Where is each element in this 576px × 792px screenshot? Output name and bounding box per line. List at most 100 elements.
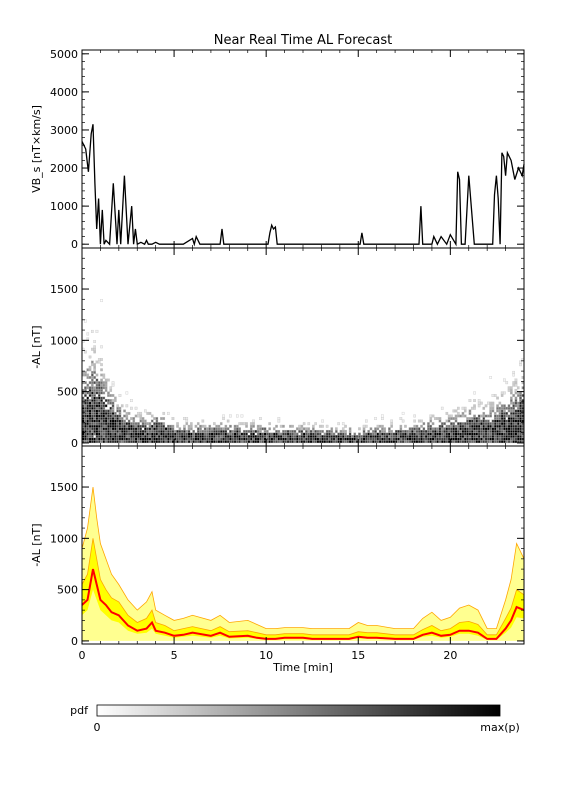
heatmap-cell (399, 440, 403, 444)
heatmap-cell (139, 417, 143, 421)
heatmap-cell (365, 424, 368, 428)
heatmap-cell (487, 401, 490, 405)
heatmap-cell (325, 440, 329, 444)
heatmap-cell (144, 424, 147, 428)
heatmap-cell (97, 406, 101, 410)
heatmap-cell (150, 437, 154, 441)
heatmap-cell (116, 419, 119, 423)
heatmap-cell (459, 427, 462, 431)
heatmap-cell (102, 427, 106, 431)
heatmap-cell (231, 440, 235, 444)
heatmap-cell (123, 429, 126, 433)
heatmap-cell (222, 435, 225, 438)
heatmap-cell (447, 432, 451, 436)
heatmap-cell (473, 435, 476, 438)
heatmap-cell (463, 422, 467, 426)
heatmap-cell (489, 414, 492, 418)
heatmap-cell (259, 437, 262, 441)
heatmap-cell (482, 417, 486, 421)
heatmap-cell (282, 435, 285, 438)
heatmap-cell (457, 427, 460, 431)
heatmap-cell (512, 401, 515, 405)
heatmap-cell (120, 424, 124, 428)
heatmap-cell (487, 424, 490, 428)
heatmap-cell (100, 419, 103, 423)
heatmap-cell (498, 437, 502, 441)
heatmap-cell (346, 440, 350, 444)
heatmap-cell (93, 368, 96, 372)
heatmap-cell (104, 404, 108, 408)
heatmap-cell (95, 424, 99, 428)
heatmap-cell (500, 404, 504, 408)
heatmap-cell (107, 378, 110, 382)
heatmap-cell (116, 432, 119, 436)
heatmap-cell (153, 429, 156, 433)
heatmap-cell (390, 419, 393, 423)
heatmap-cell (210, 432, 214, 436)
heatmap-cell (470, 424, 474, 428)
heatmap-cell (293, 432, 297, 436)
heatmap-cell (120, 422, 124, 426)
heatmap-cell (500, 411, 504, 415)
heatmap-cell (408, 440, 412, 444)
heatmap-cell (429, 429, 433, 433)
heatmap-cell (102, 381, 106, 385)
heatmap-cell (482, 435, 486, 438)
heatmap-cell (463, 424, 467, 428)
heatmap-cell (401, 419, 405, 423)
heatmap-cell (268, 435, 271, 438)
heatmap-cell (125, 427, 129, 431)
heatmap-cell (383, 432, 387, 436)
heatmap-cell (323, 432, 327, 436)
heatmap-cell (97, 396, 101, 400)
heatmap-cell (399, 427, 403, 431)
heatmap-cell (229, 432, 232, 436)
heatmap-cell (199, 432, 202, 436)
heatmap-cell (217, 432, 221, 436)
heatmap-cell (512, 373, 515, 377)
heatmap-cell (95, 409, 99, 413)
heatmap-cell (162, 440, 166, 444)
heatmap-cell (123, 435, 126, 438)
heatmap-cell (351, 440, 354, 444)
heatmap-cell (196, 427, 200, 431)
heatmap-cell (178, 427, 182, 431)
heatmap-cell (120, 417, 124, 421)
heatmap-cell (424, 440, 428, 444)
heatmap-cell (157, 429, 161, 433)
heatmap-cell (268, 440, 271, 444)
heatmap-cell (358, 427, 361, 431)
heatmap-cell (466, 417, 469, 421)
heatmap-cell (100, 388, 103, 392)
heatmap-cell (475, 437, 479, 441)
x-tick-label: 15 (351, 649, 365, 662)
heatmap-cell (482, 424, 486, 428)
heatmap-cell (203, 427, 207, 431)
heatmap-cell (201, 419, 205, 423)
heatmap-cell (245, 437, 248, 441)
heatmap-cell (519, 409, 522, 413)
heatmap-cell (491, 435, 495, 438)
heatmap-cell (388, 437, 391, 441)
heatmap-cell (104, 409, 108, 413)
heatmap-cell (330, 427, 334, 431)
heatmap-cell (176, 440, 179, 444)
heatmap-cell (480, 401, 483, 405)
heatmap-cell (484, 432, 488, 436)
heatmap-cell (325, 437, 329, 441)
heatmap-cell (510, 399, 513, 403)
heatmap-cell (185, 419, 189, 423)
heatmap-cell (335, 437, 338, 441)
heatmap-cell (236, 414, 239, 418)
heatmap-cell (162, 429, 166, 433)
heatmap-cell (93, 396, 96, 400)
heatmap-cell (298, 427, 301, 431)
heatmap-cell (199, 424, 202, 428)
heatmap-cell (111, 422, 115, 426)
heatmap-cell (459, 422, 462, 426)
heatmap-cell (111, 435, 115, 438)
heatmap-cell (438, 440, 442, 444)
heatmap-cell (383, 437, 387, 441)
heatmap-cell (91, 427, 94, 431)
